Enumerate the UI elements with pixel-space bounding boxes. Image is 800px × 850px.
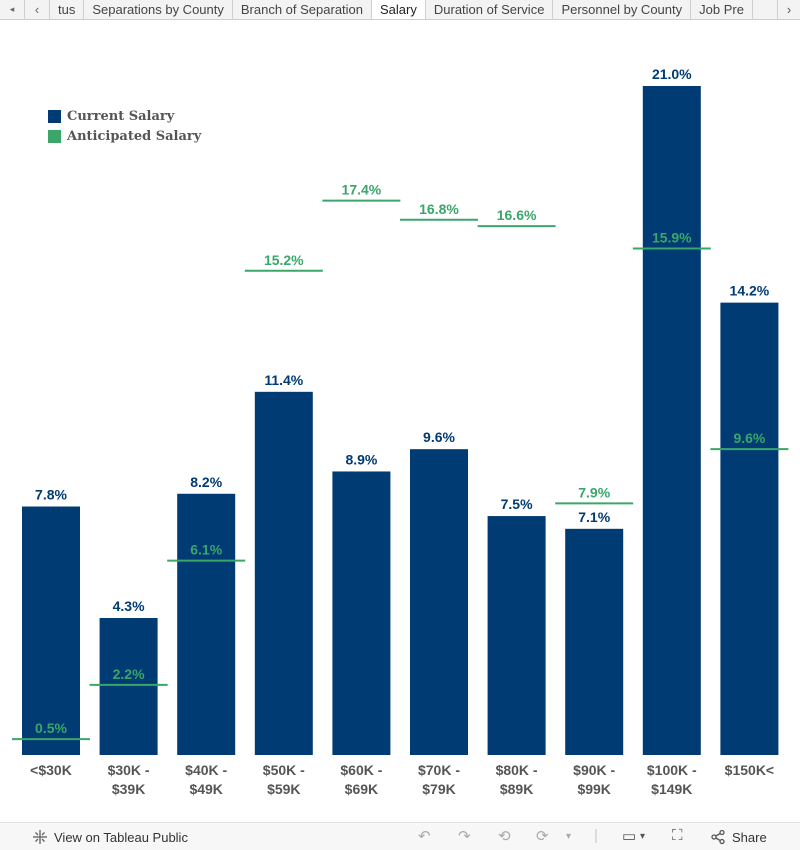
bar-current-salary[interactable] bbox=[642, 86, 701, 755]
share-label: Share bbox=[732, 829, 767, 845]
view-on-tableau-label: View on Tableau Public bbox=[54, 829, 188, 845]
salary-chart: 7.8% 0.5% <$30K 4.3% 2.2% $30K - $39K 8.2% 6.1% $… bbox=[12, 66, 789, 797]
tab-separations-by-county[interactable]: Separations by County bbox=[84, 0, 233, 19]
download-icon[interactable]: ▭ bbox=[622, 828, 637, 845]
x-tick-label: $49K bbox=[189, 781, 222, 797]
x-tick-label: $59K bbox=[267, 781, 300, 797]
legend-item-anticipated[interactable]: Anticipated Salary bbox=[48, 126, 201, 146]
bar-value-label: 21.0% bbox=[652, 66, 692, 82]
anticipated-value-label: 16.6% bbox=[497, 207, 537, 223]
x-tick-label: $50K - bbox=[263, 762, 305, 778]
bar-value-label: 8.9% bbox=[345, 451, 377, 467]
tab-scroll-menu-icon[interactable]: ◂ bbox=[0, 0, 25, 19]
x-tick-label: $30K - bbox=[108, 762, 150, 778]
x-tick-label: $70K - bbox=[418, 762, 460, 778]
view-on-tableau-link[interactable]: View on Tableau Public bbox=[32, 829, 188, 845]
x-tick-label: $89K bbox=[500, 781, 533, 797]
x-tick-label: $150K< bbox=[725, 762, 774, 778]
toolbar-divider: | bbox=[594, 827, 598, 844]
bar-current-salary[interactable] bbox=[177, 493, 236, 755]
x-tick-label: $149K bbox=[651, 781, 692, 797]
x-tick-label: $99K bbox=[577, 781, 610, 797]
tab-prev-arrow-icon[interactable]: ‹ bbox=[25, 0, 50, 19]
tab-bar: ◂ ‹ tus Separations by County Branch of … bbox=[0, 0, 800, 20]
x-tick-label: <$30K bbox=[30, 762, 72, 778]
anticipated-value-label: 6.1% bbox=[190, 542, 222, 558]
legend-swatch-current bbox=[48, 109, 61, 123]
tableau-logo-icon bbox=[33, 830, 47, 844]
revert-icon[interactable]: ⟲ bbox=[498, 828, 511, 845]
undo-icon[interactable]: ↶ bbox=[418, 828, 431, 845]
bar-value-label: 11.4% bbox=[264, 372, 303, 388]
tab-branch-of-separation[interactable]: Branch of Separation bbox=[233, 0, 373, 19]
anticipated-value-label: 2.2% bbox=[113, 666, 145, 682]
bar-current-salary[interactable] bbox=[22, 506, 80, 755]
bar-current-salary[interactable] bbox=[410, 449, 468, 755]
tab-status[interactable]: tus bbox=[50, 0, 85, 19]
bar-current-salary[interactable] bbox=[254, 391, 313, 755]
bar-value-label: 7.1% bbox=[578, 509, 610, 525]
anticipated-value-label: 15.9% bbox=[652, 229, 692, 245]
footer-toolbar: View on Tableau Public ↶ ↷ ⟲ ⟳ ▾ | ▭ ▾ ⛶… bbox=[0, 822, 800, 850]
bar-value-label: 4.3% bbox=[113, 598, 145, 614]
refresh-dropdown-icon[interactable]: ▾ bbox=[566, 831, 572, 842]
x-tick-label: $60K - bbox=[340, 762, 382, 778]
x-tick-label: $79K bbox=[422, 781, 455, 797]
legend-item-current[interactable]: Current Salary bbox=[48, 106, 201, 126]
anticipated-value-label: 9.6% bbox=[733, 430, 765, 446]
x-tick-label: $90K - bbox=[573, 762, 615, 778]
share-icon bbox=[711, 829, 725, 845]
legend-label-current: Current Salary bbox=[67, 108, 175, 124]
tab-salary[interactable]: Salary bbox=[372, 0, 426, 19]
bar-current-salary[interactable] bbox=[720, 302, 779, 755]
bar-current-salary[interactable] bbox=[332, 471, 391, 755]
refresh-icon[interactable]: ⟳ bbox=[536, 828, 549, 845]
tab-personnel-by-county[interactable]: Personnel by County bbox=[553, 0, 692, 19]
anticipated-value-label: 17.4% bbox=[342, 182, 382, 198]
bar-value-label: 14.2% bbox=[730, 283, 770, 299]
tab-job-prep[interactable]: Job Pre bbox=[691, 0, 753, 19]
download-dropdown-icon[interactable]: ▾ bbox=[640, 831, 646, 842]
anticipated-value-label: 0.5% bbox=[35, 720, 67, 736]
bar-current-salary[interactable] bbox=[565, 528, 624, 755]
anticipated-value-label: 15.2% bbox=[264, 252, 304, 268]
bar-current-salary[interactable] bbox=[99, 618, 158, 755]
tab-duration-of-service[interactable]: Duration of Service bbox=[426, 0, 554, 19]
redo-icon[interactable]: ↷ bbox=[458, 828, 471, 845]
bar-value-label: 7.5% bbox=[501, 496, 533, 512]
anticipated-value-label: 16.8% bbox=[419, 201, 459, 217]
fullscreen-icon[interactable]: ⛶ bbox=[672, 827, 683, 844]
bar-value-label: 7.8% bbox=[35, 487, 67, 503]
share-button[interactable]: Share bbox=[710, 829, 767, 845]
x-tick-label: $40K - bbox=[185, 762, 227, 778]
chart-legend: Current Salary Anticipated Salary bbox=[48, 106, 201, 146]
bar-current-salary[interactable] bbox=[487, 516, 546, 755]
bar-value-label: 9.6% bbox=[423, 429, 455, 445]
x-tick-label: $100K - bbox=[647, 762, 697, 778]
legend-swatch-anticipated bbox=[48, 129, 61, 143]
x-tick-label: $39K bbox=[112, 781, 145, 797]
tab-next-arrow-icon[interactable]: › bbox=[777, 0, 800, 19]
legend-label-anticipated: Anticipated Salary bbox=[67, 128, 202, 144]
x-tick-label: $80K - bbox=[496, 762, 538, 778]
bar-value-label: 8.2% bbox=[190, 474, 222, 490]
anticipated-value-label: 7.9% bbox=[578, 484, 610, 500]
x-tick-label: $69K bbox=[345, 781, 378, 797]
